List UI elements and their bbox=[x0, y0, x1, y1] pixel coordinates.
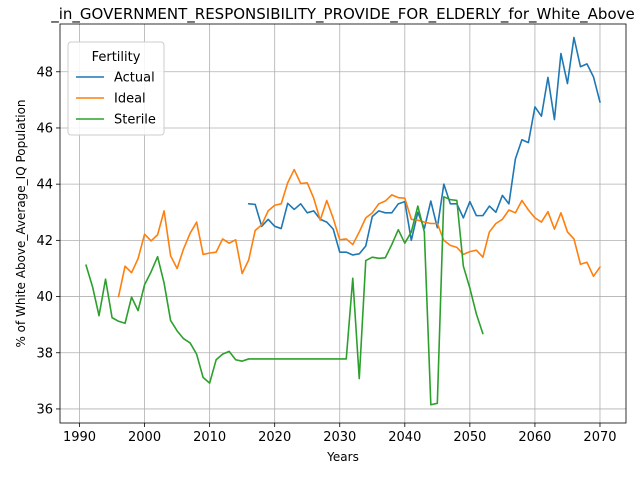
x-tick-label: 1990 bbox=[63, 430, 96, 445]
series-line-sterile bbox=[85, 196, 484, 406]
plot-area-frame bbox=[59, 23, 627, 424]
x-tick-label: 2070 bbox=[583, 430, 616, 445]
x-tick-label: 2060 bbox=[518, 430, 551, 445]
legend: Fertility Actual Ideal Sterile bbox=[67, 41, 165, 136]
series-line-actual bbox=[247, 36, 601, 256]
x-tick-label: 2030 bbox=[323, 430, 356, 445]
y-tick-label: 38 bbox=[36, 346, 53, 361]
legend-items: Actual Ideal Sterile bbox=[76, 71, 156, 128]
y-tick-label: 40 bbox=[36, 290, 53, 305]
x-axis-label: Years bbox=[326, 450, 359, 464]
x-tick-label: 2040 bbox=[388, 430, 421, 445]
x-tick-label: 2000 bbox=[128, 430, 161, 445]
series-line-ideal bbox=[117, 168, 601, 298]
legend-label-sterile: Sterile bbox=[114, 113, 156, 128]
legend-box bbox=[67, 41, 165, 136]
y-tick-label: 44 bbox=[36, 178, 53, 193]
x-tick-label: 2010 bbox=[193, 430, 226, 445]
series-lines bbox=[85, 36, 601, 406]
x-tick-label: 2020 bbox=[258, 430, 291, 445]
legend-label-ideal: Ideal bbox=[114, 92, 146, 107]
y-tick-label: 48 bbox=[36, 65, 53, 80]
chart-title: _in_GOVERNMENT_RESPONSIBILITY_PROVIDE_FO… bbox=[50, 5, 634, 24]
legend-label-actual: Actual bbox=[114, 71, 155, 86]
legend-title: Fertility bbox=[92, 50, 141, 65]
y-tick-label: 46 bbox=[36, 121, 53, 136]
y-axis-label: % of White Above_Average_IQ Population bbox=[14, 99, 28, 347]
gridlines bbox=[60, 24, 626, 423]
x-tick-label: 2050 bbox=[453, 430, 486, 445]
x-axis-ticks: 1990 2000 2010 2020 2030 2040 2050 2060 2070 bbox=[63, 423, 617, 445]
y-tick-label: 42 bbox=[36, 234, 53, 249]
y-axis-ticks: 36 38 40 42 44 46 48 bbox=[36, 65, 60, 417]
y-tick-label: 36 bbox=[36, 402, 53, 417]
